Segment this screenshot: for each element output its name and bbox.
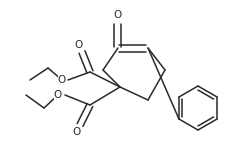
Text: O: O	[75, 40, 83, 50]
Text: O: O	[54, 90, 62, 100]
Text: O: O	[58, 75, 66, 85]
Text: O: O	[113, 10, 122, 20]
Text: O: O	[73, 127, 81, 137]
